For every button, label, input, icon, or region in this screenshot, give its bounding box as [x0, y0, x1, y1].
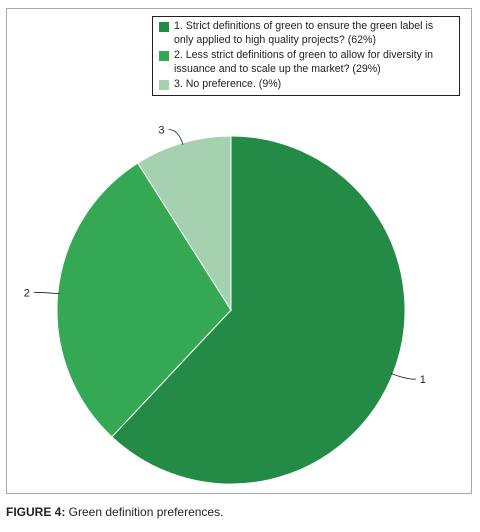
legend-item-1: 1. Strict definitions of green to ensure… — [159, 20, 453, 47]
legend-label-1: 1. Strict definitions of green to ensure… — [174, 20, 434, 46]
legend-label-3: 3. No preference. (9%) — [174, 78, 282, 90]
leader-line-3 — [168, 129, 184, 145]
figure-caption-label: FIGURE 4: — [6, 505, 66, 519]
legend-swatch-3 — [159, 80, 169, 90]
legend-swatch-1 — [159, 22, 169, 32]
figure-caption: FIGURE 4: Green definition preferences. — [6, 504, 223, 520]
legend-item-3: 3. No preference. (9%) — [159, 78, 453, 92]
slice-label-2: 2 — [24, 287, 30, 299]
chart-legend: 1. Strict definitions of green to ensure… — [152, 16, 460, 96]
pie-chart: 1 2 3 — [24, 124, 426, 485]
slice-label-3: 3 — [158, 124, 164, 136]
figure-caption-text: Green definition preferences. — [65, 505, 224, 519]
figure-frame — [6, 8, 472, 494]
leader-line-2 — [33, 291, 60, 295]
legend-swatch-2 — [159, 51, 169, 61]
slice-label-1: 1 — [420, 374, 426, 386]
leader-line-1 — [390, 372, 416, 380]
legend-label-2: 2. Less strict definitions of green to a… — [174, 49, 434, 75]
legend-item-2: 2. Less strict definitions of green to a… — [159, 49, 453, 76]
